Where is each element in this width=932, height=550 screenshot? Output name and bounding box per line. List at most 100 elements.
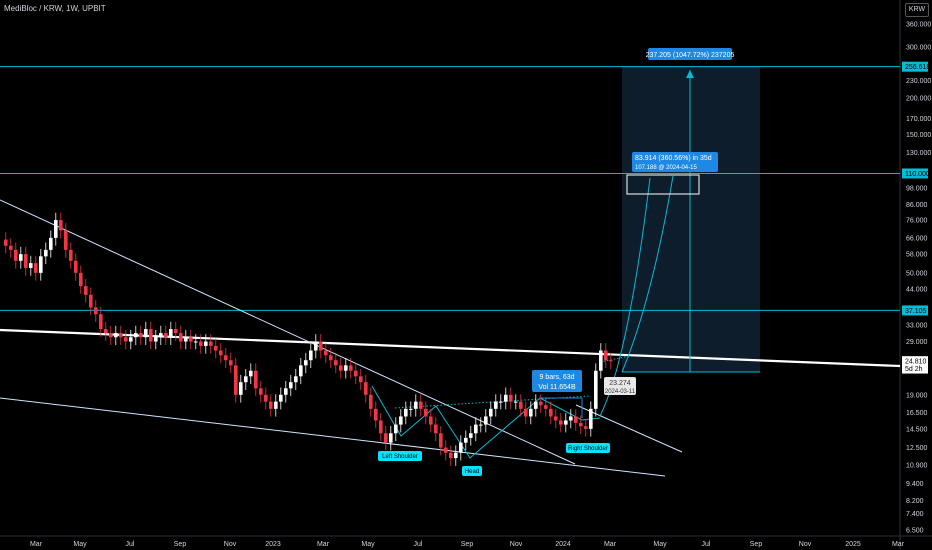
svg-text:Left Shoulder: Left Shoulder — [382, 454, 418, 460]
descending-trendline[interactable] — [0, 199, 576, 465]
candle-body — [319, 341, 323, 351]
entry-annotation[interactable]: 23.274 2024-03-11 — [604, 377, 636, 395]
price-tick-label: 16.500 — [906, 410, 928, 417]
time-tick-label: May — [73, 541, 87, 548]
candle-body — [34, 263, 38, 273]
candle-body — [349, 365, 353, 371]
candle-body — [14, 249, 18, 261]
price-tick-label: 12.500 — [906, 445, 928, 452]
candle-body — [249, 370, 253, 377]
candle-body — [194, 341, 198, 343]
candle-body — [589, 408, 593, 429]
time-axis[interactable]: Mar May Jul Sep Nov 2023 Mar May Jul Sep Nov 2024 Ma… — [30, 541, 905, 548]
entry-annotation-line1: 23.274 — [609, 380, 631, 387]
candle-body — [79, 272, 83, 287]
candle-body — [189, 337, 193, 342]
candle-body — [314, 341, 318, 351]
candle-body — [519, 401, 523, 409]
candle-body — [559, 420, 563, 425]
candle-body — [604, 350, 608, 361]
candle-body — [289, 382, 293, 389]
candle-body — [364, 382, 368, 395]
candle-body — [19, 254, 23, 261]
candle-body — [164, 333, 168, 338]
candle-body — [244, 376, 248, 383]
candle-body — [129, 337, 133, 342]
candle-body — [284, 388, 288, 395]
candle-body — [579, 422, 583, 427]
bars-annotation[interactable]: 9 bars, 63d Vol 11.654B — [532, 370, 582, 392]
candle-body — [309, 350, 313, 361]
candlestick-series — [4, 212, 613, 466]
head-label[interactable]: Head — [462, 466, 482, 476]
measure-annotation[interactable]: 83.914 (360.56%) in 35d 107.188 @ 2024-0… — [632, 152, 718, 172]
measure-annotation-line1: 83.914 (360.56%) in 35d — [635, 155, 712, 162]
entry-dotted-line — [599, 355, 631, 363]
measure-annotation-line2: 107.188 @ 2024-04-15 — [635, 165, 697, 171]
right-shoulder-label[interactable]: Right Shoulder — [566, 443, 610, 453]
projection-curve-1 — [599, 177, 651, 417]
price-tick-label: 33.000 — [906, 323, 928, 330]
candle-body — [89, 294, 93, 308]
price-tick-label: 130.000 — [906, 150, 931, 157]
projection-area — [622, 66, 760, 372]
target-annotation[interactable]: 237.205 (1047.72%) 237205 — [646, 48, 735, 60]
price-tick-label: 29.000 — [906, 339, 928, 346]
target-zone-box[interactable] — [626, 174, 700, 195]
time-tick-label: May — [361, 541, 375, 548]
candle-body — [179, 333, 183, 342]
candle-body — [334, 360, 338, 366]
candle-body — [259, 388, 263, 395]
left-shoulder-label[interactable]: Left Shoulder — [378, 451, 422, 461]
candle-body — [449, 452, 453, 459]
candle-body — [374, 408, 378, 421]
bars-annotation-line2: Vol 11.654B — [538, 384, 576, 391]
candle-body — [74, 260, 78, 273]
candle-body — [169, 329, 173, 338]
candle-body — [99, 314, 103, 330]
right-shoulder-trendline[interactable] — [575, 404, 683, 453]
price-label-box — [902, 168, 928, 179]
candle-body — [444, 447, 448, 453]
candle-body — [94, 307, 98, 315]
svg-text:Head: Head — [465, 469, 479, 475]
target-arrow-head — [686, 70, 694, 78]
price-label-text: 110.000 — [905, 171, 930, 178]
candle-body — [379, 420, 383, 434]
price-tick-label: 360.000 — [906, 22, 931, 29]
candle-body — [24, 254, 28, 268]
candle-body — [549, 408, 553, 417]
candle-body — [494, 401, 498, 409]
candle-body — [229, 360, 233, 366]
head-shoulders-path — [371, 385, 601, 459]
candle-body — [599, 350, 603, 371]
candle-body — [84, 286, 88, 295]
candle-body — [139, 333, 143, 338]
time-tick-label: 2025 — [845, 541, 861, 548]
candle-body — [394, 424, 398, 434]
time-tick-label: Nov — [799, 541, 812, 548]
price-tick-label: 150.000 — [906, 132, 931, 139]
price-tick-label: 19.000 — [906, 392, 928, 399]
price-tick-label: 86.000 — [906, 202, 928, 209]
candle-body — [479, 424, 483, 426]
price-label-box — [902, 61, 928, 72]
price-tick-label: 170.000 — [906, 116, 931, 123]
candle-body — [459, 442, 463, 453]
candle-body — [524, 408, 528, 417]
candle-body — [304, 360, 308, 366]
currency-selector[interactable]: KRW — [905, 3, 929, 17]
candle-body — [4, 239, 8, 246]
chart-title: MediBloc / KRW, 1W, UPBIT — [4, 4, 106, 13]
price-axis[interactable]: 360.000 300.000 230.000 200.000 170.000 150.0… — [906, 22, 931, 535]
candle-body — [329, 355, 333, 361]
price-tick-label: 300.000 — [906, 45, 931, 52]
lower-channel-line[interactable] — [0, 397, 666, 477]
time-tick-label: Sep — [461, 541, 474, 548]
candle-body — [174, 329, 178, 334]
time-tick-label: May — [653, 541, 667, 548]
candle-body — [294, 376, 298, 383]
candle-body — [104, 329, 108, 334]
